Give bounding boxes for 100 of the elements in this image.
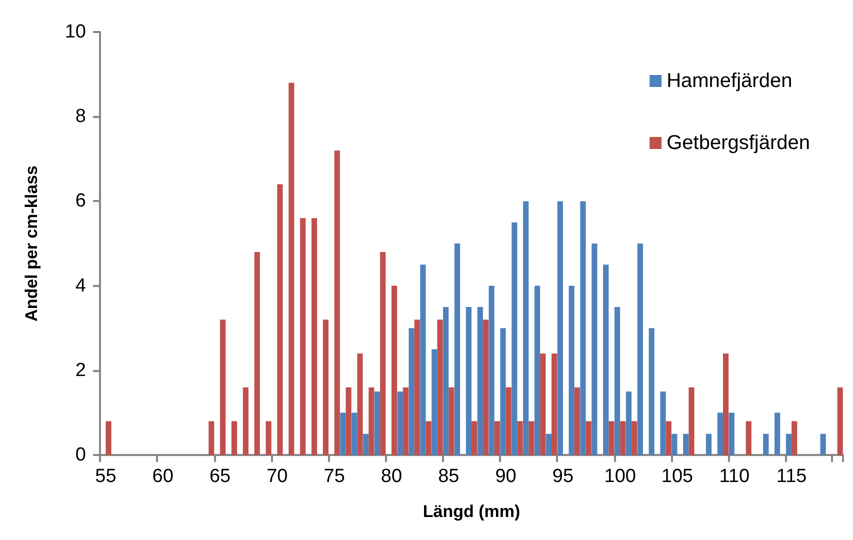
bar	[774, 412, 780, 455]
bar	[242, 387, 248, 455]
x-tick-label: 75	[324, 466, 345, 487]
bar	[391, 286, 398, 455]
bar	[494, 421, 500, 455]
y-tick-label: 8	[75, 106, 86, 128]
y-tick-label: 6	[75, 190, 86, 212]
x-tick-label: 70	[266, 466, 288, 487]
bar	[334, 150, 340, 455]
bar	[352, 412, 358, 455]
x-axis-title: Längd (mm)	[422, 502, 520, 521]
bar	[402, 387, 409, 455]
bar	[380, 252, 386, 455]
bar	[311, 218, 318, 455]
x-tick-label: 85	[438, 466, 460, 487]
bar	[786, 434, 792, 455]
bar	[231, 421, 238, 455]
bar	[374, 392, 380, 455]
x-tick-label: 110	[719, 466, 750, 487]
y-tick-label: 4	[75, 275, 86, 296]
bar	[506, 387, 512, 455]
bar	[608, 421, 614, 455]
bar	[820, 434, 826, 455]
bar	[683, 434, 689, 455]
x-tick-label: 115	[776, 466, 807, 487]
bar	[660, 392, 666, 455]
bar	[540, 353, 546, 455]
bar	[580, 201, 586, 455]
x-tick-label: 95	[552, 466, 574, 487]
x-tick-label: 90	[495, 466, 516, 487]
x-tick-label: 105	[661, 466, 694, 487]
bar	[586, 421, 592, 455]
bar	[277, 184, 283, 455]
bar	[432, 349, 438, 455]
bar	[106, 421, 112, 455]
bar	[620, 421, 626, 455]
bar	[466, 306, 472, 455]
bar	[557, 201, 563, 455]
y-tick-label: 0	[75, 444, 86, 466]
bar	[666, 421, 672, 455]
legend-label: Hamnefjärden	[666, 70, 792, 92]
bar	[220, 320, 226, 455]
bar	[482, 320, 489, 455]
bar	[420, 264, 426, 455]
bar	[322, 320, 328, 455]
bar	[477, 306, 483, 455]
bar	[346, 387, 352, 455]
bar	[288, 82, 294, 455]
bar	[688, 387, 694, 455]
bar	[443, 306, 449, 455]
bar	[574, 387, 580, 455]
bar	[706, 434, 712, 455]
bar	[266, 421, 272, 455]
bar	[763, 434, 769, 455]
bar	[397, 392, 403, 455]
bar	[340, 412, 346, 455]
bar	[254, 252, 260, 455]
x-tick-label: 80	[380, 466, 402, 487]
bar	[568, 286, 574, 455]
bar	[528, 421, 534, 455]
bar	[414, 320, 420, 455]
y-axis-title: Andel per cm-klass	[22, 166, 41, 322]
bar	[437, 320, 443, 455]
bar	[672, 434, 678, 455]
bar	[300, 218, 306, 455]
bar	[552, 353, 558, 455]
bar	[534, 286, 540, 455]
x-tick-label: 55	[95, 466, 116, 487]
bar	[637, 244, 643, 455]
bar	[363, 434, 369, 455]
bar	[837, 387, 843, 455]
bar	[592, 244, 598, 455]
x-tick-label: 65	[209, 466, 231, 487]
bar	[728, 412, 734, 455]
bar	[626, 392, 632, 455]
bar	[722, 353, 729, 455]
legend-label: Getbergsfjärden	[666, 132, 810, 154]
bar	[632, 421, 638, 455]
bar	[614, 306, 620, 455]
x-tick-label: 60	[152, 466, 174, 487]
x-tick-label: 100	[604, 466, 636, 487]
bar	[426, 421, 432, 455]
bar	[717, 412, 723, 455]
bar	[500, 328, 506, 455]
y-tick-label: 10	[64, 22, 86, 42]
bar	[648, 328, 654, 455]
bar	[472, 421, 478, 455]
bar	[517, 421, 523, 455]
bar	[746, 421, 752, 455]
bar	[546, 434, 552, 455]
bar	[368, 387, 374, 455]
bar	[523, 201, 529, 455]
bar	[448, 387, 454, 455]
bar	[208, 421, 214, 455]
bar	[357, 353, 363, 455]
bar	[408, 328, 414, 455]
bar	[488, 286, 494, 455]
bar	[603, 264, 609, 455]
bar	[512, 222, 518, 455]
y-tick-label: 2	[75, 360, 86, 381]
